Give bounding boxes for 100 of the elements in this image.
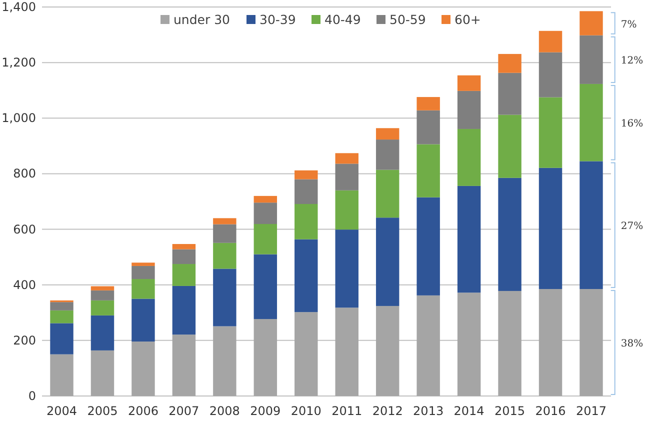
bar: [254, 196, 278, 203]
bar: [416, 295, 440, 396]
bar: [416, 110, 440, 144]
bar: [376, 306, 400, 396]
legend-label: 60+: [454, 12, 481, 27]
x-tick-label: 2013: [413, 404, 444, 418]
bar: [294, 312, 318, 396]
bar: [416, 197, 440, 296]
x-tick-label: 2012: [372, 404, 403, 418]
text: 27%: [620, 221, 644, 232]
bar: [172, 286, 196, 335]
bar: [457, 128, 481, 186]
text: 7%: [620, 19, 637, 30]
x-tick-label: 2010: [290, 404, 322, 418]
bar: [376, 140, 400, 170]
bar: [213, 218, 236, 224]
legend-label: 40-49: [324, 12, 361, 27]
bar: [457, 75, 481, 91]
bar: [376, 170, 400, 218]
bar: [457, 186, 481, 293]
x-tick-label: 2008: [209, 404, 240, 418]
y-tick-label: 1,000: [2, 111, 36, 126]
bar: [213, 268, 236, 326]
x-tick-label: 2014: [454, 404, 484, 418]
x-tick-label: 2009: [250, 404, 281, 418]
y-tick-label: 0: [28, 389, 36, 403]
bar: [213, 242, 236, 269]
bar: [580, 161, 603, 290]
bar: [416, 97, 440, 110]
bar: [457, 90, 481, 129]
bar: [498, 114, 522, 178]
bar: [538, 52, 562, 98]
bar: [294, 204, 318, 240]
text: 16%: [620, 118, 644, 130]
bar: [498, 54, 522, 73]
bar: [90, 350, 114, 396]
bar: [580, 289, 603, 396]
bar: [254, 319, 278, 396]
bar: [132, 262, 155, 266]
text: 38%: [620, 338, 644, 350]
y-tick-label: 600: [13, 222, 36, 236]
bar: [254, 202, 278, 224]
bar: [335, 164, 358, 190]
bar: [294, 239, 318, 312]
x-tick-label: 2017: [576, 404, 607, 418]
bar: [294, 179, 318, 204]
bar: [254, 254, 278, 320]
bar: [498, 72, 522, 115]
x-tick-label: 2005: [87, 404, 118, 418]
bar: [498, 178, 522, 291]
bar: [335, 308, 358, 396]
x-tick-label: 2011: [332, 404, 362, 418]
bar: [580, 84, 603, 162]
bar: [50, 354, 74, 396]
bar: [132, 279, 155, 299]
legend-label: 50-59: [390, 12, 426, 27]
bar: [376, 218, 400, 306]
bar: [132, 266, 155, 280]
y-tick-label: 1,400: [2, 0, 36, 14]
bar: [90, 300, 114, 316]
x-tick-label: 2006: [128, 404, 158, 418]
bar: [335, 230, 358, 308]
legend-label: under 30: [174, 12, 230, 27]
bar: [416, 144, 440, 198]
bar: [50, 323, 74, 354]
bar: [294, 170, 318, 180]
bar: [172, 264, 196, 286]
x-tick-label: 2015: [494, 404, 526, 418]
bar: [580, 35, 603, 84]
y-tick-label: 800: [13, 166, 36, 181]
bar: [172, 244, 196, 250]
bar: [538, 30, 562, 52]
bar: [254, 224, 278, 254]
bar: [457, 292, 481, 396]
bar: [498, 290, 522, 396]
bar: [50, 302, 74, 310]
bar: [213, 224, 236, 243]
y-tick-label: 400: [13, 278, 36, 292]
x-tick-label: 2016: [535, 404, 566, 418]
bar: [172, 334, 196, 396]
legend-label: 30-39: [260, 12, 296, 27]
bar: [132, 342, 155, 396]
bar: [90, 315, 114, 350]
y-tick-label: 1,200: [2, 56, 36, 70]
x-tick-label: 2004: [46, 404, 78, 418]
bar: [538, 168, 562, 290]
bar: [335, 153, 358, 164]
bar: [538, 97, 562, 168]
bar: [376, 128, 400, 140]
x-tick-label: 2007: [168, 404, 200, 418]
bar: [335, 190, 358, 230]
bar: [90, 290, 114, 300]
bar: [90, 286, 114, 290]
bar: [50, 310, 74, 324]
bar: [213, 326, 236, 396]
y-tick-label: 200: [13, 333, 36, 348]
bar: [538, 289, 562, 396]
text: 12%: [620, 56, 644, 67]
bar: [132, 298, 155, 342]
bar: [172, 249, 196, 264]
